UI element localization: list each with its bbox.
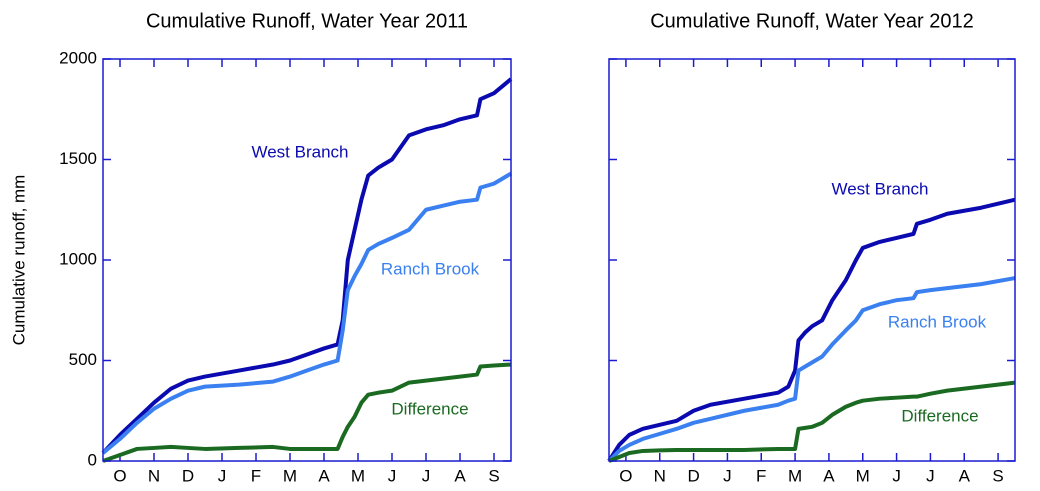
- x-tick-label: M: [283, 466, 297, 485]
- series-line: [607, 276, 1016, 463]
- x-tick-label: J: [422, 466, 431, 485]
- series-label: West Branch: [251, 142, 348, 161]
- x-tick-label: A: [959, 466, 971, 485]
- x-tick-label: O: [113, 466, 126, 485]
- x-tick-label: N: [654, 466, 666, 485]
- series-label: Ranch Brook: [381, 259, 480, 278]
- plot-frame: [102, 58, 512, 462]
- x-tick-label: A: [318, 466, 330, 485]
- y-tick-label: 1000: [59, 249, 97, 268]
- x-tick-label: D: [182, 466, 194, 485]
- x-tick-label: N: [148, 466, 160, 485]
- x-tick-label: S: [992, 466, 1003, 485]
- series-label: Ranch Brook: [888, 312, 987, 331]
- series-line: [102, 362, 512, 463]
- series-line: [101, 171, 513, 455]
- series-label: West Branch: [831, 179, 928, 198]
- x-tick-label: O: [619, 466, 632, 485]
- series-line: [101, 77, 513, 455]
- series-line: [608, 380, 1016, 463]
- y-tick-label: 500: [69, 350, 97, 369]
- y-tick-label: 1500: [59, 149, 97, 168]
- plot-frame: [608, 58, 1016, 462]
- x-tick-label: J: [723, 466, 732, 485]
- series-label: Difference: [391, 399, 468, 418]
- x-tick-label: J: [388, 466, 397, 485]
- x-tick-label: M: [856, 466, 870, 485]
- x-tick-label: J: [218, 466, 227, 485]
- x-tick-label: M: [788, 466, 802, 485]
- chart-title: Cumulative Runoff, Water Year 2012: [650, 10, 974, 32]
- x-tick-label: F: [251, 466, 261, 485]
- chart-title: Cumulative Runoff, Water Year 2011: [146, 10, 468, 32]
- x-tick-label: J: [926, 466, 935, 485]
- series-label: Difference: [901, 406, 978, 425]
- y-tick-label: 0: [88, 450, 97, 469]
- x-tick-label: D: [687, 466, 699, 485]
- x-tick-label: M: [351, 466, 365, 485]
- y-tick-label: 2000: [59, 48, 97, 67]
- series-line: [607, 197, 1016, 463]
- x-tick-label: J: [892, 466, 901, 485]
- x-tick-label: S: [488, 466, 499, 485]
- x-tick-label: F: [756, 466, 766, 485]
- x-tick-label: A: [823, 466, 835, 485]
- y-axis-label: Cumulative runoff, mm: [9, 175, 28, 346]
- x-tick-label: A: [454, 466, 466, 485]
